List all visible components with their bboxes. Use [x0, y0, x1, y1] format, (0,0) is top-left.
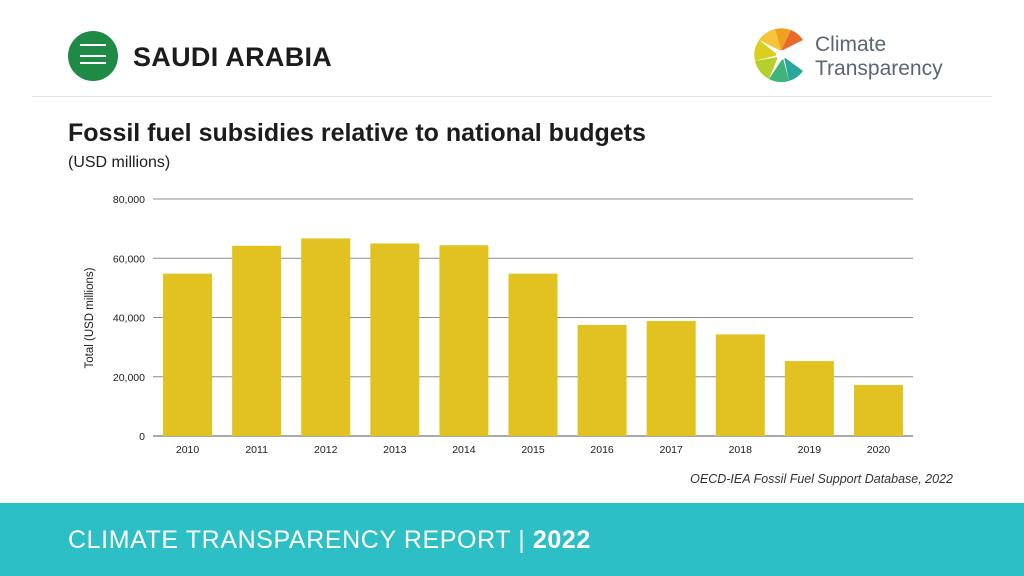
flag-sword-icon	[80, 62, 106, 64]
bar	[370, 243, 420, 436]
bar	[577, 324, 627, 436]
bar	[853, 385, 903, 436]
source-note: OECD-IEA Fossil Fuel Support Database, 2…	[690, 472, 953, 486]
x-tick-label: 2014	[452, 444, 476, 456]
bar	[715, 334, 765, 436]
bar	[646, 321, 696, 436]
bar-chart: 0 20,000 40,000 60,000 80,000 2010 2011 2012 20…	[84, 194, 913, 456]
header-divider	[32, 96, 992, 97]
x-tick-label: 2016	[590, 444, 614, 456]
bar	[508, 273, 558, 436]
y-tick-label: 40,000	[113, 313, 145, 325]
x-tick-label: 2011	[245, 444, 268, 456]
footer-text: CLIMATE TRANSPARENCY REPORT |	[68, 526, 533, 554]
x-tick-label: 2017	[660, 444, 684, 456]
logo-text: Climate Transparency	[815, 33, 943, 81]
footer: CLIMATE TRANSPARENCY REPORT | 2022	[0, 503, 1024, 576]
chart-title: Fossil fuel subsidies relative to nation…	[68, 119, 646, 147]
y-tick-label: 60,000	[113, 253, 145, 265]
flag-script-icon	[80, 44, 106, 57]
bar	[301, 238, 351, 436]
climate-transparency-logo-icon	[754, 28, 803, 82]
x-tick-label: 2018	[729, 444, 753, 456]
country-name: SAUDI ARABIA	[133, 42, 333, 72]
x-tick-label: 2013	[383, 444, 407, 456]
saudi-flag-icon	[68, 31, 118, 81]
y-tick-label: 80,000	[113, 194, 145, 206]
x-tick-label: 2012	[314, 444, 338, 456]
x-tick-label: 2010	[176, 444, 200, 456]
logo-line-1: Climate	[815, 33, 887, 56]
footer-title: CLIMATE TRANSPARENCY REPORT | 2022	[68, 525, 591, 555]
x-tick-label: 2015	[521, 444, 545, 456]
logo-line-2: Transparency	[815, 57, 943, 80]
y-tick-label: 20,000	[113, 372, 145, 384]
bar	[784, 361, 834, 436]
x-tick-label: 2019	[798, 444, 822, 456]
bar	[163, 273, 213, 436]
y-axis-label: Total (USD millions)	[84, 267, 96, 368]
bar	[232, 245, 282, 436]
header: SAUDI ARABIA Climate Transparency	[0, 0, 1024, 97]
footer-year: 2022	[532, 526, 591, 554]
y-tick-label: 0	[139, 431, 145, 443]
x-tick-label: 2020	[867, 444, 891, 456]
chart-subtitle: (USD millions)	[68, 154, 171, 171]
bar	[439, 245, 489, 436]
